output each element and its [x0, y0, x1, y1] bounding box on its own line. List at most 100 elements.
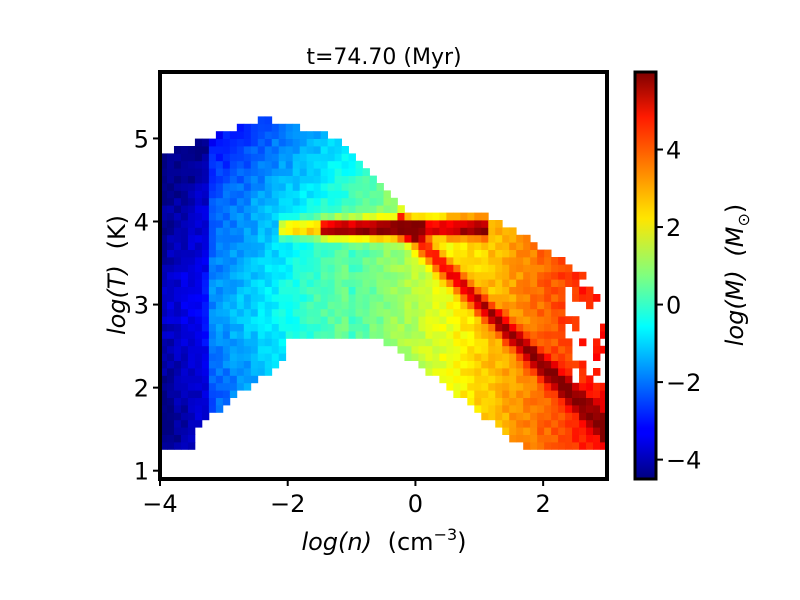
heatmap-cell — [376, 331, 384, 339]
heatmap-cell — [341, 294, 349, 302]
heatmap-cell — [334, 249, 342, 258]
heatmap-cell — [551, 323, 559, 332]
heatmap-cell — [600, 419, 608, 428]
heatmap-cell — [481, 264, 489, 273]
heatmap-cell — [166, 353, 175, 361]
heatmap-cell — [544, 271, 552, 280]
heatmap-cell — [313, 160, 322, 169]
heatmap-cell — [160, 390, 168, 398]
heatmap-cell — [544, 368, 552, 376]
heatmap-cell — [285, 160, 294, 169]
heatmap-cell — [160, 308, 168, 317]
heatmap-cell — [173, 308, 182, 317]
heatmap-cell — [222, 294, 231, 302]
heatmap-cell — [299, 308, 308, 317]
heatmap-cell — [516, 397, 524, 406]
heatmap-cell — [306, 242, 315, 250]
heatmap-cell — [502, 257, 510, 265]
heatmap-cell — [180, 153, 189, 162]
heatmap-cell — [460, 353, 468, 361]
heatmap-cell — [558, 301, 566, 310]
heatmap-cell — [243, 220, 252, 228]
heatmap-cell — [516, 294, 524, 302]
heatmap-cell — [502, 382, 510, 391]
heatmap-cell — [544, 294, 552, 302]
heatmap-cell — [285, 190, 294, 199]
heatmap-cell — [404, 294, 412, 302]
heatmap-cell — [222, 279, 231, 287]
heatmap-cell — [334, 316, 342, 324]
heatmap-cell — [160, 257, 168, 265]
heatmap-cell — [460, 286, 468, 295]
heatmap-cell — [369, 234, 377, 243]
heatmap-cell — [201, 257, 210, 265]
heatmap-cell — [348, 323, 356, 332]
heatmap-cell — [264, 146, 273, 154]
heatmap-cell — [201, 345, 210, 354]
heatmap-cell — [460, 212, 468, 221]
heatmap-cell — [425, 286, 433, 295]
heatmap-cell — [160, 227, 168, 236]
heatmap-cell — [243, 279, 252, 287]
heatmap-cell — [488, 220, 496, 228]
heatmap-cell — [264, 138, 273, 147]
heatmap-cell — [208, 360, 217, 369]
heatmap-cell — [341, 316, 349, 324]
heatmap-cell — [502, 264, 510, 273]
heatmap-cell — [166, 382, 175, 391]
heatmap-cell — [481, 271, 489, 280]
heatmap-cell — [215, 153, 224, 162]
heatmap-cell — [160, 382, 168, 391]
heatmap-cell — [488, 331, 496, 339]
heatmap-cell — [320, 197, 329, 206]
heatmap-cell — [593, 390, 601, 398]
heatmap-cell — [474, 360, 482, 369]
heatmap-cell — [425, 279, 433, 287]
heatmap-cell — [425, 338, 433, 347]
heatmap-cell — [544, 405, 552, 413]
heatmap-cell — [166, 427, 175, 435]
heatmap-cell — [530, 427, 538, 435]
colorbar-tick-label: 4 — [666, 137, 681, 165]
heatmap-cell — [453, 242, 461, 250]
heatmap-cell — [404, 286, 412, 295]
heatmap-cell — [194, 220, 203, 228]
heatmap-cell — [348, 160, 356, 169]
heatmap-cell — [565, 412, 573, 421]
heatmap-cell — [369, 212, 377, 221]
heatmap-cell — [166, 153, 175, 162]
heatmap-cell — [306, 160, 315, 169]
heatmap-cell — [201, 249, 210, 258]
heatmap-cell — [523, 434, 531, 443]
heatmap-cell — [250, 264, 259, 273]
heatmap-cell — [397, 279, 405, 287]
heatmap-cell — [194, 153, 203, 162]
heatmap-cell — [194, 301, 203, 310]
heatmap-cell — [208, 190, 217, 199]
heatmap-cell — [160, 168, 168, 176]
heatmap-cell — [229, 220, 238, 228]
heatmap-cell — [439, 212, 447, 221]
heatmap-cell — [523, 257, 531, 265]
heatmap-cell — [397, 331, 405, 339]
heatmap-cell — [565, 382, 573, 391]
heatmap-cell — [306, 234, 315, 243]
heatmap-cell — [558, 382, 566, 391]
heatmap-cell — [383, 301, 391, 310]
heatmap-cell — [355, 234, 363, 243]
heatmap-cell — [425, 308, 433, 317]
heatmap-cell — [306, 138, 315, 147]
heatmap-cell — [558, 390, 566, 398]
heatmap-cell — [495, 316, 503, 324]
heatmap-cell — [579, 442, 587, 450]
heatmap-cell — [439, 375, 447, 384]
heatmap-cell — [551, 360, 559, 369]
heatmap-cell — [278, 123, 287, 132]
heatmap-cell — [166, 308, 175, 317]
heatmap-cell — [376, 220, 384, 228]
heatmap-cell — [376, 242, 384, 250]
heatmap-cell — [299, 242, 308, 250]
heatmap-cell — [348, 175, 356, 184]
heatmap-cell — [383, 234, 391, 243]
heatmap-cell — [285, 131, 294, 139]
